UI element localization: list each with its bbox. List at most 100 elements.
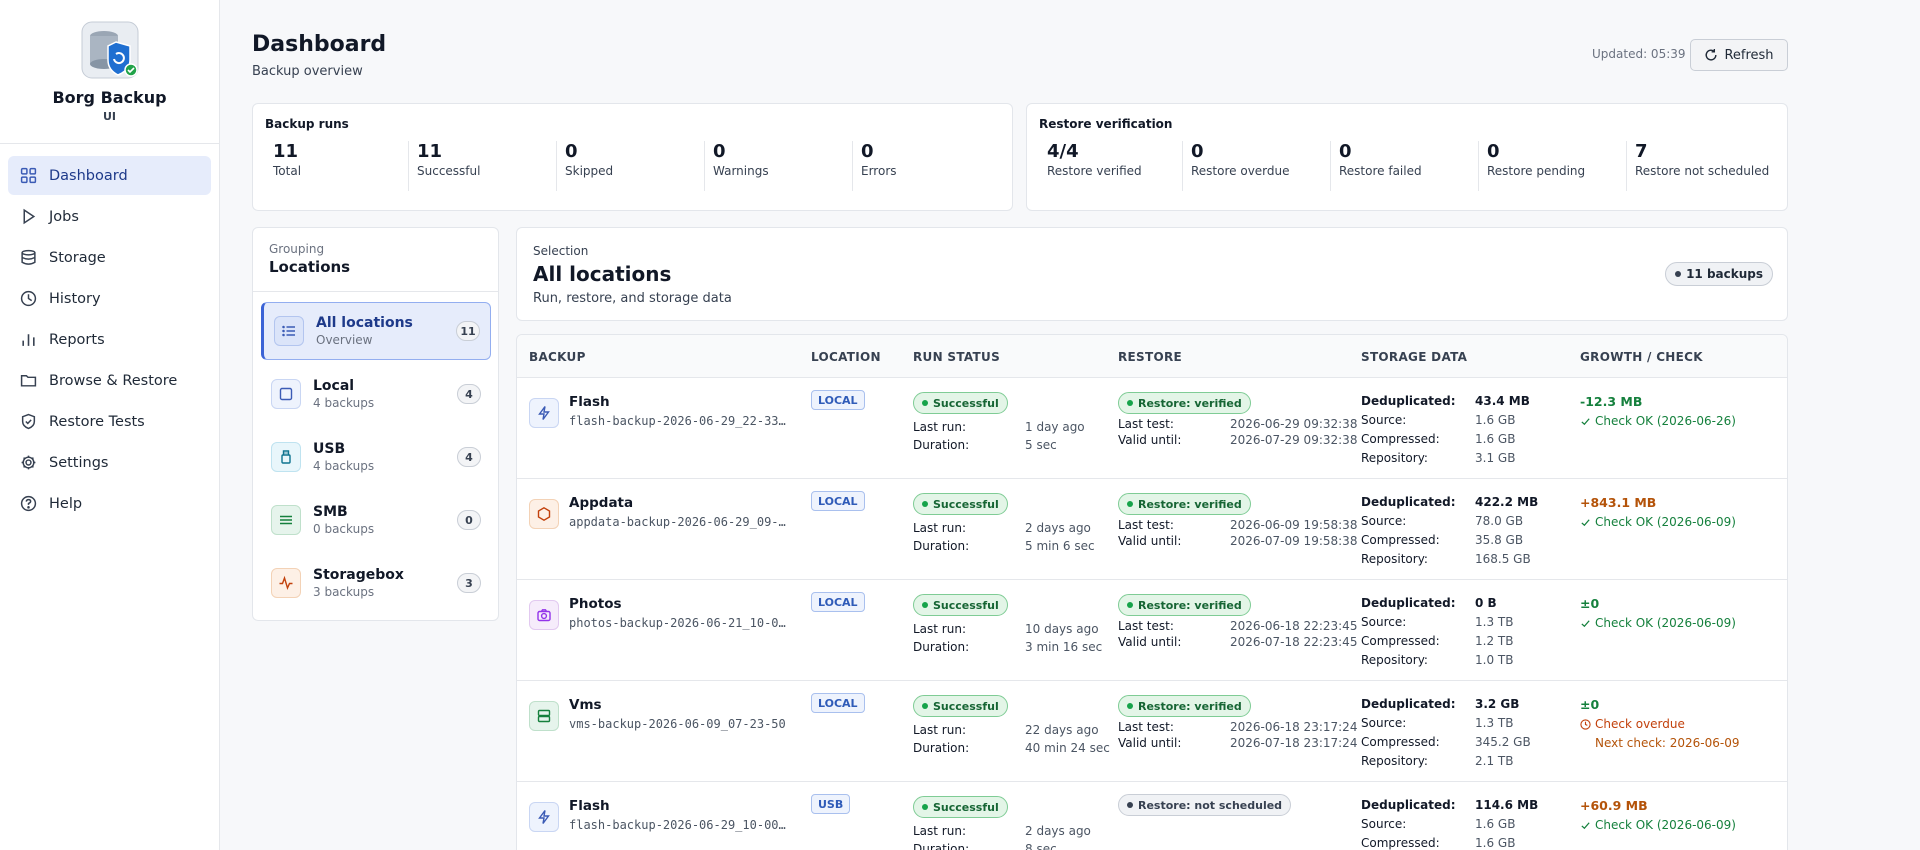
nav-storage[interactable]: Storage xyxy=(8,238,211,277)
backup-archive: photos-backup-2026-06-21_10-00-04 xyxy=(569,616,791,630)
status-dot xyxy=(922,501,928,507)
repository-value: 2.1 TB xyxy=(1475,754,1514,768)
growth-value: +60.9 MB xyxy=(1580,798,1648,813)
bolt-icon xyxy=(529,398,559,428)
location-name: Storagebox xyxy=(313,567,404,583)
warning-clock-icon xyxy=(1580,718,1591,730)
nav-reports[interactable]: Reports xyxy=(8,320,211,359)
compressed-value: 345.2 GB xyxy=(1475,735,1531,749)
backup-count-badge: 11 backups xyxy=(1665,262,1773,286)
stat-total: 11 Total xyxy=(265,141,301,191)
refresh-button[interactable]: Refresh xyxy=(1690,39,1788,71)
stat-value: 7 xyxy=(1635,141,1648,162)
last-run-label: Last run: xyxy=(913,521,966,535)
repository-label: Repository: xyxy=(1361,451,1428,465)
run-status-label: Successful xyxy=(933,800,999,814)
stat-restore-pending: 0 Restore pending xyxy=(1478,141,1585,191)
source-label: Source: xyxy=(1361,817,1407,831)
restore-status-label: Restore: not scheduled xyxy=(1138,798,1283,812)
run-status-pill: Successful xyxy=(913,392,1008,414)
nav-jobs[interactable]: Jobs xyxy=(8,197,211,236)
table-row[interactable]: Photos photos-backup-2026-06-21_10-00-04 L… xyxy=(517,580,1787,681)
location-name: SMB xyxy=(313,504,348,520)
refresh-icon xyxy=(1705,49,1717,61)
compressed-value: 1.2 TB xyxy=(1475,634,1514,648)
last-run-value: 2 days ago xyxy=(1025,521,1091,535)
location-local[interactable]: Local 4 backups 4 xyxy=(261,365,491,423)
duration-value: 40 min 24 sec xyxy=(1025,741,1110,755)
status-dot xyxy=(922,400,928,406)
location-all[interactable]: All locations Overview 11 xyxy=(261,302,491,360)
duration-label: Duration: xyxy=(913,741,970,755)
backup-archive: flash-backup-2026-06-29_22-33-18 xyxy=(569,414,791,428)
stat-label: Restore verified xyxy=(1047,164,1142,178)
backup-name: Vms xyxy=(569,697,602,713)
location-smb[interactable]: SMB 0 backups 0 xyxy=(261,491,491,549)
status-dot xyxy=(1127,400,1133,406)
restore-status-label: Restore: verified xyxy=(1138,497,1242,511)
stat-restore-verified: 4/4 Restore verified xyxy=(1039,141,1142,191)
grouping-title: Locations xyxy=(269,258,351,276)
source-label: Source: xyxy=(1361,413,1407,427)
stat-restore-overdue: 0 Restore overdue xyxy=(1182,141,1290,191)
source-label: Source: xyxy=(1361,716,1407,730)
col-storage-data[interactable]: STORAGE DATA xyxy=(1361,350,1468,364)
table-header: BACKUP LOCATION RUN STATUS RESTORE STORA… xyxy=(517,335,1787,378)
backup-table: BACKUP LOCATION RUN STATUS RESTORE STORA… xyxy=(516,334,1788,850)
compressed-label: Compressed: xyxy=(1361,432,1440,446)
table-row[interactable]: Flash flash-backup-2026-06-29_10-00-02 USB… xyxy=(517,782,1787,850)
nav-label: Restore Tests xyxy=(49,413,145,430)
last-run-label: Last run: xyxy=(913,622,966,636)
run-status-label: Successful xyxy=(933,598,999,612)
backup-name: Photos xyxy=(569,596,622,612)
dedup-label: Deduplicated: xyxy=(1361,495,1456,509)
col-growth-check[interactable]: GROWTH / CHECK xyxy=(1580,350,1703,364)
nav-restore-tests[interactable]: Restore Tests xyxy=(8,402,211,441)
app-title: Borg Backup xyxy=(52,88,167,107)
table-row[interactable]: Appdata appdata-backup-2026-06-29_09-00-1… xyxy=(517,479,1787,580)
repository-label: Repository: xyxy=(1361,653,1428,667)
run-status-pill: Successful xyxy=(913,493,1008,515)
nav-history[interactable]: History xyxy=(8,279,211,318)
backup-archive: appdata-backup-2026-06-29_09-00-12 xyxy=(569,515,791,529)
card-title: Backup runs xyxy=(265,117,349,131)
table-row[interactable]: Flash flash-backup-2026-06-29_22-33-18 LOC… xyxy=(517,378,1787,479)
stat-successful: 11 Successful xyxy=(408,141,480,191)
duration-label: Duration: xyxy=(913,539,970,553)
repository-value: 3.1 GB xyxy=(1475,451,1516,465)
location-tag: LOCAL xyxy=(811,693,865,713)
restore-status-label: Restore: verified xyxy=(1138,396,1242,410)
nav-help[interactable]: Help xyxy=(8,484,211,523)
sidebar: Borg Backup UI Dashboard Jobs Storage Hi… xyxy=(0,0,220,850)
valid-until-value: 2026-07-09 19:58:38 xyxy=(1230,534,1358,548)
check-label: Check OK (2026-06-09) xyxy=(1595,818,1736,832)
nav-settings[interactable]: Settings xyxy=(8,443,211,482)
next-check: Next check: 2026-06-09 xyxy=(1595,736,1740,750)
stat-label: Successful xyxy=(417,164,481,178)
source-value: 1.6 GB xyxy=(1475,817,1516,831)
table-row[interactable]: Vms vms-backup-2026-06-09_07-23-50 LOCAL Su… xyxy=(517,681,1787,782)
stat-label: Total xyxy=(273,164,302,178)
nav-browse-restore[interactable]: Browse & Restore xyxy=(8,361,211,400)
growth-value: +843.1 MB xyxy=(1580,495,1657,510)
network-icon xyxy=(271,505,301,535)
location-tag: LOCAL xyxy=(811,390,865,410)
col-location[interactable]: LOCATION xyxy=(811,350,881,364)
growth-value: ±0 xyxy=(1580,697,1600,712)
col-run-status[interactable]: RUN STATUS xyxy=(913,350,1001,364)
activity-icon xyxy=(271,568,301,598)
col-restore[interactable]: RESTORE xyxy=(1118,350,1183,364)
restore-status-pill: Restore: verified xyxy=(1118,392,1251,414)
nav-dashboard[interactable]: Dashboard xyxy=(8,156,211,195)
last-test-value: 2026-06-18 23:17:24 xyxy=(1230,720,1358,734)
compressed-label: Compressed: xyxy=(1361,836,1440,850)
col-backup[interactable]: BACKUP xyxy=(529,350,586,364)
check-status: Check OK (2026-06-09) xyxy=(1580,818,1736,832)
compressed-label: Compressed: xyxy=(1361,735,1440,749)
check-status: Check OK (2026-06-09) xyxy=(1580,515,1736,529)
check-icon xyxy=(1581,518,1590,526)
duration-value: 8 sec xyxy=(1025,842,1057,850)
location-usb[interactable]: USB 4 backups 4 xyxy=(261,428,491,486)
location-storagebox[interactable]: Storagebox 3 backups 3 xyxy=(261,554,491,612)
backup-archive: vms-backup-2026-06-09_07-23-50 xyxy=(569,717,786,731)
